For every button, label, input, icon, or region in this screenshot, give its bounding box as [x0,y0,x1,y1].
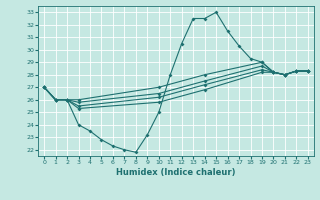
X-axis label: Humidex (Indice chaleur): Humidex (Indice chaleur) [116,168,236,177]
